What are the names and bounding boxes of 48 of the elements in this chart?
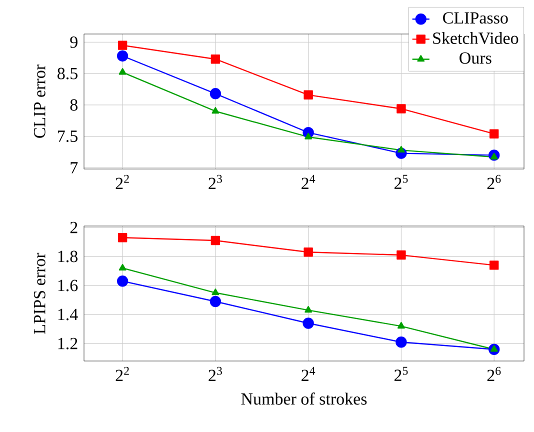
- y-tick-label: 1.6: [58, 280, 78, 292]
- point: [304, 306, 312, 313]
- y-tick-label: 8.5: [58, 68, 78, 80]
- point: [118, 264, 126, 270]
- point: [118, 233, 128, 242]
- point: [304, 90, 313, 100]
- x-tick-label: 2$^{4}$: [302, 174, 316, 189]
- y-tick-label: 7.5: [58, 130, 78, 142]
- x-tick-label: 2$^{3}$: [208, 366, 222, 382]
- point: [396, 104, 406, 114]
- y-tick-label: 8: [70, 99, 78, 111]
- legend-label: CLIPasso: [443, 12, 508, 24]
- point: [212, 107, 220, 114]
- y-tick-label: 1.8: [58, 250, 78, 262]
- y-tick-label: 1.2: [58, 338, 78, 350]
- y-tick-label: 9: [70, 36, 78, 48]
- point: [116, 276, 128, 287]
- point: [397, 322, 405, 329]
- point: [210, 296, 222, 308]
- x-tick-label: 2$^{2}$: [116, 366, 129, 382]
- point: [116, 50, 128, 62]
- y-tick-label: 7: [70, 162, 78, 174]
- point: [212, 288, 220, 296]
- x-axis-title: Number of strokes: [241, 392, 367, 405]
- point: [118, 40, 128, 50]
- point: [304, 248, 313, 257]
- point: [396, 250, 406, 260]
- y-axis-title: CLIP error: [34, 64, 46, 138]
- point: [489, 129, 499, 138]
- legend-label: SketchVideo: [433, 32, 518, 44]
- point: [210, 236, 220, 246]
- point: [118, 68, 126, 75]
- y-tick-label: 1.4: [58, 308, 78, 320]
- y-tick-label: 2: [70, 222, 78, 234]
- point: [210, 54, 220, 64]
- point: [302, 318, 314, 329]
- x-tick-label: 2$^{6}$: [487, 366, 501, 382]
- point: [396, 336, 407, 348]
- x-tick-label: 2$^{2}$: [116, 174, 129, 190]
- y-axis-title: LPIPS error: [34, 252, 46, 334]
- point: [210, 88, 222, 100]
- x-tick-label: 2$^{6}$: [487, 174, 501, 190]
- x-tick-label: 2$^{4}$: [302, 366, 316, 381]
- point: [489, 260, 499, 270]
- x-tick-label: 2$^{5}$: [394, 174, 408, 189]
- legend-label: Ours: [460, 52, 492, 64]
- x-tick-label: 2$^{3}$: [208, 174, 222, 190]
- x-tick-label: 2$^{5}$: [394, 366, 408, 381]
